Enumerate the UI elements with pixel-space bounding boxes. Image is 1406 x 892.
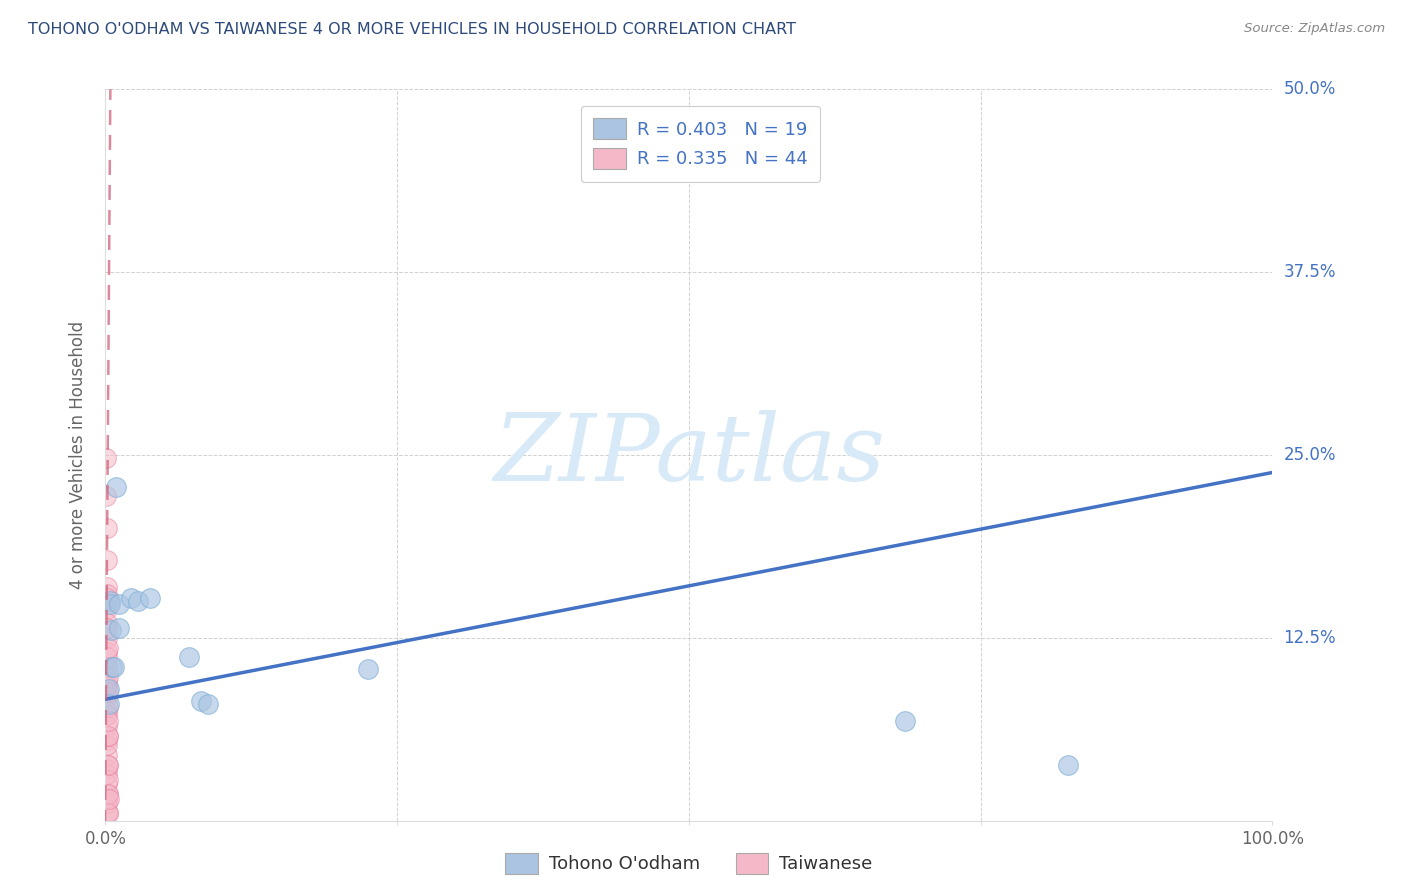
Point (96, 450, 118, 465)
Point (96, 645, 118, 659)
Point (96, 660, 118, 674)
Point (97, 758, 120, 772)
Point (103, 660, 125, 674)
Point (96, 777, 118, 791)
Point (96, 631, 118, 645)
Point (96, 640, 118, 655)
Point (96, 738, 118, 752)
Point (96, 649, 118, 664)
Point (357, 661, 380, 675)
Point (96, 763, 118, 777)
Point (96, 601, 118, 615)
Point (139, 591, 162, 606)
Point (96, 796, 118, 810)
Point (96, 729, 118, 743)
Point (96, 791, 118, 805)
Point (96, 718, 118, 732)
Point (96, 747, 118, 762)
Text: Source: ZipAtlas.com: Source: ZipAtlas.com (1244, 22, 1385, 36)
Text: TOHONO O'ODHAM VS TAIWANESE 4 OR MORE VEHICLES IN HOUSEHOLD CORRELATION CHART: TOHONO O'ODHAM VS TAIWANESE 4 OR MORE VE… (28, 22, 796, 37)
Point (96, 690, 118, 704)
Point (197, 697, 219, 711)
Legend: Tohono O'odham, Taiwanese: Tohono O'odham, Taiwanese (498, 846, 880, 881)
Text: 25.0%: 25.0% (1284, 446, 1336, 464)
Point (96, 489, 118, 503)
Point (96, 670, 118, 684)
Point (96, 708, 118, 723)
Point (97, 787, 120, 801)
Point (97, 791, 120, 805)
Point (101, 660, 124, 674)
Point (894, 714, 917, 728)
Point (96, 704, 118, 718)
Point (97, 685, 120, 699)
Point (127, 594, 149, 608)
Point (97, 697, 120, 711)
Point (108, 597, 131, 611)
Point (96, 553, 118, 567)
Point (96, 767, 118, 781)
Point (98, 594, 121, 608)
Point (96, 591, 118, 606)
Point (98, 597, 121, 611)
Point (190, 694, 212, 708)
Text: ZIPatlas: ZIPatlas (494, 410, 884, 500)
Point (96, 521, 118, 535)
Point (96, 580, 118, 594)
Point (96, 806, 118, 821)
Point (96, 616, 118, 631)
Point (96, 679, 118, 693)
Point (1057, 758, 1080, 772)
Text: 12.5%: 12.5% (1284, 629, 1336, 647)
Text: 37.5%: 37.5% (1284, 263, 1336, 281)
Point (97, 681, 120, 696)
Point (96, 621, 118, 635)
Point (96, 805, 118, 819)
Point (96, 674, 118, 689)
Point (108, 621, 131, 635)
Point (97, 772, 120, 787)
Point (104, 480, 127, 494)
Point (179, 649, 201, 664)
Point (96, 733, 118, 747)
Text: 50.0%: 50.0% (1284, 80, 1336, 98)
Point (120, 591, 142, 606)
Y-axis label: 4 or more Vehicles in Household: 4 or more Vehicles in Household (69, 321, 87, 589)
Point (97, 714, 120, 728)
Point (97, 729, 120, 743)
Point (96, 699, 118, 714)
Point (100, 624, 122, 638)
Point (97, 806, 120, 821)
Point (96, 787, 118, 801)
Point (96, 758, 118, 772)
Point (96, 587, 118, 601)
